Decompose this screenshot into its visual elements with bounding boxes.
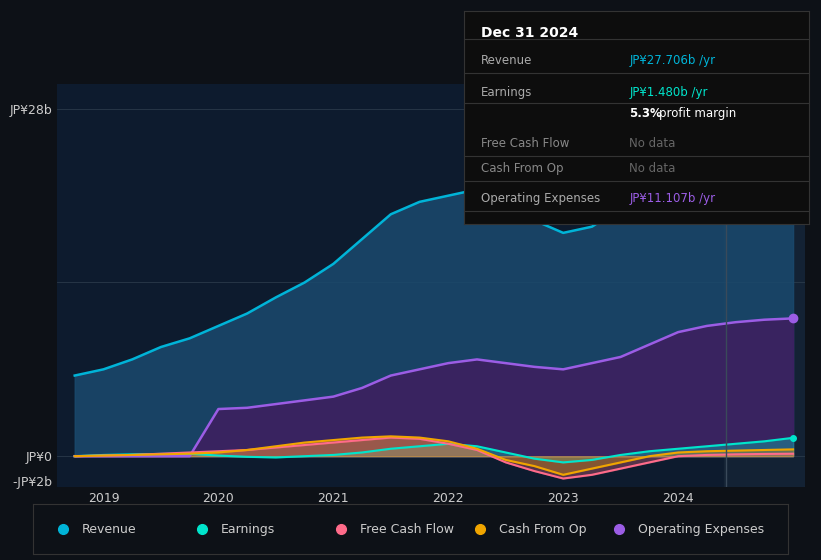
Text: Earnings: Earnings xyxy=(481,86,533,99)
Text: Earnings: Earnings xyxy=(221,522,275,536)
Text: Revenue: Revenue xyxy=(82,522,136,536)
Text: Free Cash Flow: Free Cash Flow xyxy=(360,522,454,536)
Text: Operating Expenses: Operating Expenses xyxy=(481,192,600,205)
Text: 5.3%: 5.3% xyxy=(630,107,662,120)
Text: JP¥27.706b /yr: JP¥27.706b /yr xyxy=(630,54,716,67)
Text: profit margin: profit margin xyxy=(658,107,736,120)
Text: Operating Expenses: Operating Expenses xyxy=(638,522,764,536)
Text: JP¥1.480b /yr: JP¥1.480b /yr xyxy=(630,86,708,99)
Bar xyxy=(724,84,805,487)
Text: Free Cash Flow: Free Cash Flow xyxy=(481,137,570,150)
Text: No data: No data xyxy=(630,162,676,175)
Text: No data: No data xyxy=(630,137,676,150)
Text: Dec 31 2024: Dec 31 2024 xyxy=(481,26,578,40)
Text: Cash From Op: Cash From Op xyxy=(481,162,563,175)
Text: Revenue: Revenue xyxy=(481,54,533,67)
Text: Cash From Op: Cash From Op xyxy=(499,522,586,536)
Text: JP¥11.107b /yr: JP¥11.107b /yr xyxy=(630,192,716,205)
